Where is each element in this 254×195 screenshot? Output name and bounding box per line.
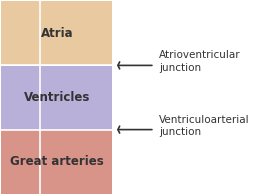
FancyBboxPatch shape [1,130,112,194]
FancyBboxPatch shape [1,1,112,65]
Text: Atria: Atria [40,27,73,40]
Text: Great arteries: Great arteries [10,155,103,168]
Text: Ventricles: Ventricles [23,91,90,104]
Text: Ventriculoarterial
junction: Ventriculoarterial junction [158,114,249,137]
FancyBboxPatch shape [1,66,112,130]
Text: Atrioventricular
junction: Atrioventricular junction [158,50,240,73]
